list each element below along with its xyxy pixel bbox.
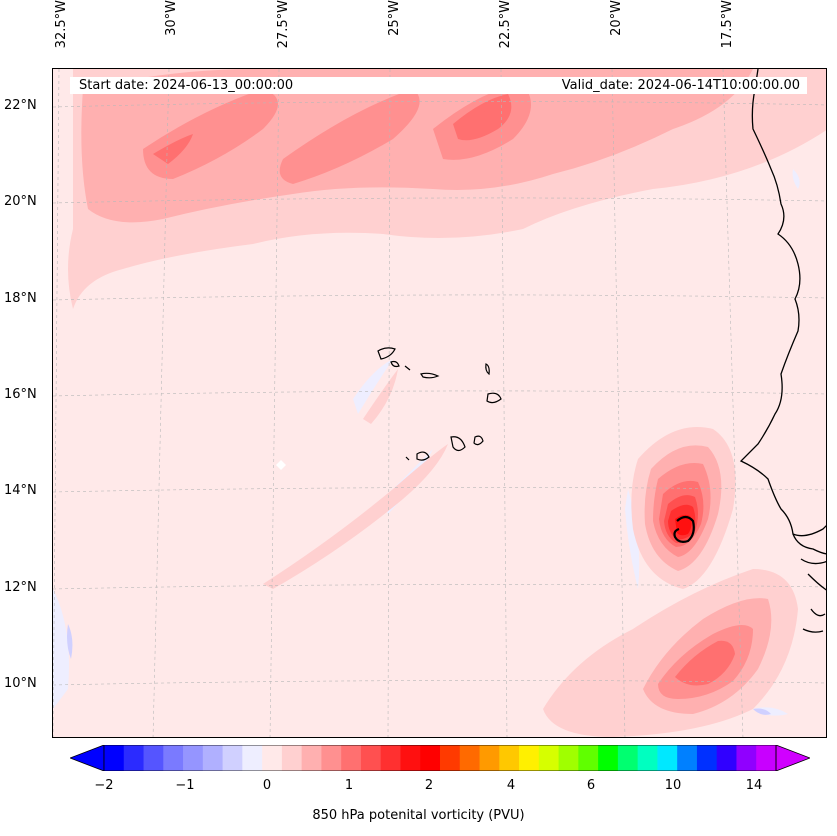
valid-date-text: Valid_date: 2024-06-14T10:00:00.00 <box>561 78 800 93</box>
colorbar-swatch <box>321 745 342 771</box>
colorbar-swatch <box>183 745 204 771</box>
colorbar-swatch <box>657 745 678 771</box>
colorbar-swatch <box>380 745 401 771</box>
cbar-tick-0: 0 <box>262 778 272 793</box>
colorbar-swatch <box>736 745 757 771</box>
colorbar-swatch <box>301 745 322 771</box>
colorbar-swatch <box>677 745 698 771</box>
cbar-tick-2: 2 <box>424 778 434 793</box>
colorbar-swatch <box>538 745 560 771</box>
colorbar-svg <box>68 744 812 772</box>
lon-label-27.5w: 27.5°W <box>276 0 291 49</box>
colorbar-under-arrow <box>68 744 105 772</box>
colorbar-swatch <box>440 745 461 771</box>
colorbar-swatch <box>617 745 639 771</box>
colorbar-swatch <box>143 745 164 771</box>
colorbar-label: 850 hPa potenital vorticity (PVU) <box>312 808 525 823</box>
colorbar-swatch <box>598 745 619 771</box>
colorbar-swatch <box>459 745 481 771</box>
lat-label-14n: 14°N <box>4 483 37 498</box>
lat-label-16n: 16°N <box>4 387 37 402</box>
lat-label-18n: 18°N <box>4 291 37 306</box>
northern-pv-band <box>68 69 826 309</box>
colorbar-swatch <box>360 745 382 771</box>
colorbar-swatch <box>163 745 184 771</box>
lat-label-10n: 10°N <box>4 676 37 691</box>
colorbar-swatch <box>479 745 500 771</box>
colorbar-swatch <box>104 745 125 771</box>
lat-label-12n: 12°N <box>4 580 37 595</box>
cbar-tick-6: 6 <box>586 778 596 793</box>
lat-label-20n: 20°N <box>4 194 37 209</box>
colorbar-swatch <box>262 745 283 771</box>
lon-label-22.5w: 22.5°W <box>498 0 513 49</box>
lon-label-17.5w: 17.5°W <box>720 0 735 49</box>
colorbar-swatch <box>637 745 658 771</box>
colorbar-swatch <box>558 745 579 771</box>
colorbar-swatch <box>578 745 599 771</box>
cbar-tick-4: 4 <box>506 778 516 793</box>
cbar-tick-14: 14 <box>745 778 763 793</box>
colorbar-swatch <box>123 745 145 771</box>
colorbar-swatch <box>400 745 421 771</box>
colorbar-swatch <box>499 745 520 771</box>
date-info-bar: Start date: 2024-06-13_00:00:00 Valid_da… <box>70 77 807 94</box>
lon-label-25w: 25°W <box>387 0 402 36</box>
lat-label-22n: 22°N <box>4 98 37 113</box>
cyclone-pv-maximum <box>631 427 736 589</box>
colorbar-swatch <box>341 745 362 771</box>
colorbar-swatch <box>696 745 718 771</box>
colorbar-swatch <box>281 745 303 771</box>
lon-label-32.5w: 32.5°W <box>54 0 69 49</box>
cbar-tick-neg1: −1 <box>175 778 195 793</box>
start-date-text: Start date: 2024-06-13_00:00:00 <box>79 78 294 93</box>
lon-label-20w: 20°W <box>609 0 624 36</box>
graticule <box>53 69 826 737</box>
colorbar-swatch <box>716 745 737 771</box>
colorbar <box>68 744 812 772</box>
coastline <box>739 69 826 633</box>
colorbar-swatch <box>202 745 224 771</box>
colorbar-swatch <box>756 745 777 771</box>
white-marker <box>276 460 286 470</box>
map-panel <box>52 68 827 738</box>
cbar-tick-neg2: −2 <box>94 778 114 793</box>
cape-verde-islands <box>377 347 502 461</box>
pv-field-map <box>53 69 826 737</box>
cbar-tick-10: 10 <box>664 778 682 793</box>
negative-pv-patches-mid <box>67 624 771 715</box>
cbar-tick-1: 1 <box>344 778 354 793</box>
colorbar-over-arrow <box>775 744 812 772</box>
colorbar-swatch <box>420 745 441 771</box>
lon-label-30w: 30°W <box>164 0 179 36</box>
colorbar-swatch <box>242 745 263 771</box>
colorbar-swatch <box>222 745 243 771</box>
southern-pv-area <box>543 569 798 737</box>
colorbar-swatch <box>519 745 540 771</box>
